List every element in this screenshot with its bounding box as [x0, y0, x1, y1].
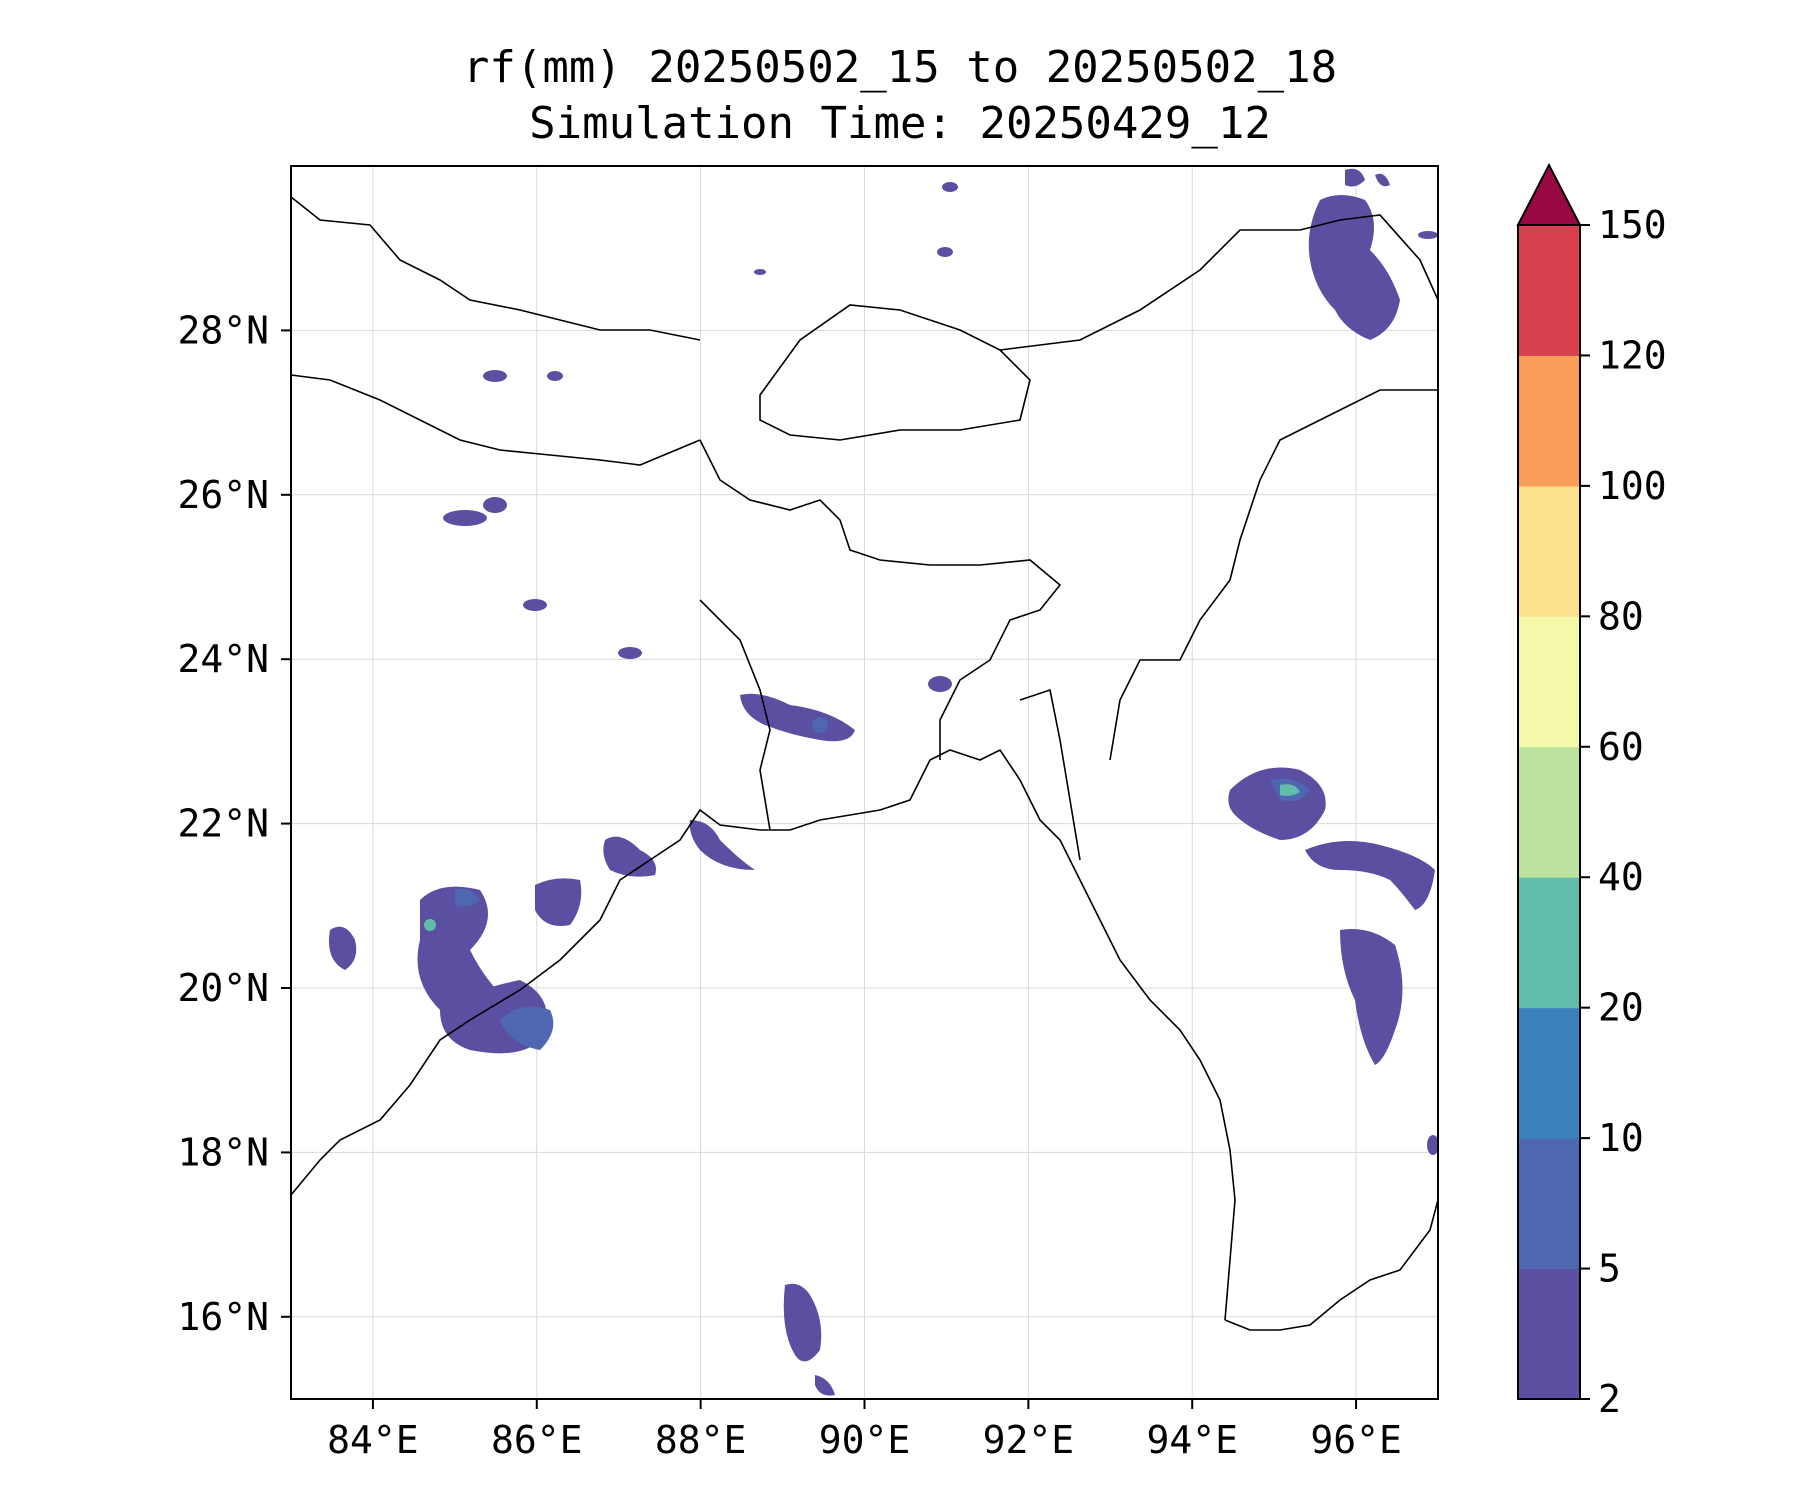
longitude-axis: 84°E 86°E 88°E 90°E 92°E 94°E 96°E — [327, 1399, 1402, 1462]
colorbar-segment — [1518, 746, 1580, 878]
lat-tick-label: 16°N — [177, 1295, 269, 1339]
colorbar-segment — [1518, 1268, 1580, 1400]
bhutan-border — [759, 304, 1031, 441]
bangladesh-border — [699, 439, 1062, 760]
colorbar-segment — [1518, 1007, 1580, 1139]
colorbar-tick-label: 120 — [1598, 333, 1667, 377]
colorbar-tick-label: 150 — [1598, 203, 1667, 247]
rain-blob-myanmar-central — [1228, 767, 1435, 1065]
latitude-axis: 16°N 18°N 20°N 22°N 24°N 26°N 28°N — [177, 308, 291, 1339]
lat-tick-label: 18°N — [177, 1130, 269, 1174]
lon-tick-label: 92°E — [983, 1418, 1075, 1462]
colorbar-extend-arrow — [1516, 162, 1582, 226]
lon-tick-label: 86°E — [491, 1418, 583, 1462]
colorbar-tick-label: 5 — [1598, 1247, 1621, 1291]
colorbar-frame — [1517, 224, 1581, 1400]
lon-tick-label: 94°E — [1146, 1418, 1238, 1462]
lon-tick-label: 96°E — [1310, 1418, 1402, 1462]
rain-blob-south-sea — [783, 1283, 835, 1396]
title-line-1: rf(mm) 20250502_15 to 20250502_18 — [462, 42, 1338, 93]
colorbar-segment — [1518, 1138, 1580, 1270]
rain-scatter-small — [443, 182, 1438, 1155]
colorbar-segment — [1518, 355, 1580, 487]
colorbar-segment — [1518, 225, 1580, 356]
colorbar: 2 5 10 20 40 60 80 100 120 150 — [1516, 162, 1667, 1421]
colorbar-tick-label: 40 — [1598, 855, 1644, 899]
colorbar-segment — [1518, 485, 1580, 617]
colorbar-tick-label: 2 — [1598, 1377, 1621, 1421]
colorbar-tick-label: 10 — [1598, 1116, 1644, 1160]
colorbar-segment — [1518, 877, 1580, 1009]
lat-tick-label: 22°N — [177, 802, 269, 846]
lat-tick-label: 28°N — [177, 308, 269, 352]
lat-tick-label: 26°N — [177, 473, 269, 517]
lon-tick-label: 88°E — [655, 1418, 747, 1462]
west-bengal-border — [699, 599, 771, 831]
assam-border — [1109, 389, 1438, 761]
colorbar-segment — [1518, 616, 1580, 748]
lon-tick-label: 90°E — [819, 1418, 911, 1462]
nepal-south-border — [291, 374, 701, 466]
colorbar-tick-label: 100 — [1598, 464, 1667, 508]
india-east-coast — [291, 808, 761, 1196]
colorbar-tick-label: 80 — [1598, 594, 1644, 638]
lat-tick-label: 24°N — [177, 637, 269, 681]
title-line-2: Simulation Time: 20250429_12 — [529, 98, 1271, 149]
lat-tick-label: 20°N — [177, 966, 269, 1010]
bangladesh-coast — [760, 748, 1236, 1321]
colorbar-tick-label: 60 — [1598, 725, 1644, 769]
myanmar-south-coast — [1224, 1199, 1438, 1331]
lon-tick-label: 84°E — [327, 1418, 419, 1462]
coastlines-and-borders — [291, 196, 1438, 1331]
rain-blob-myanmar-north — [1308, 168, 1400, 340]
nepal-border — [291, 196, 701, 341]
rainfall-contours — [329, 168, 1438, 1396]
arunachal-border — [999, 214, 1438, 351]
rain-blob-bengal-coast — [535, 820, 755, 926]
tripura-border — [1019, 688, 1081, 861]
colorbar-tick-label: 20 — [1598, 986, 1644, 1030]
rain-blob-bangladesh — [740, 693, 855, 742]
gridlines — [291, 166, 1438, 1399]
rain-blob-odisha-coast — [329, 886, 554, 1054]
